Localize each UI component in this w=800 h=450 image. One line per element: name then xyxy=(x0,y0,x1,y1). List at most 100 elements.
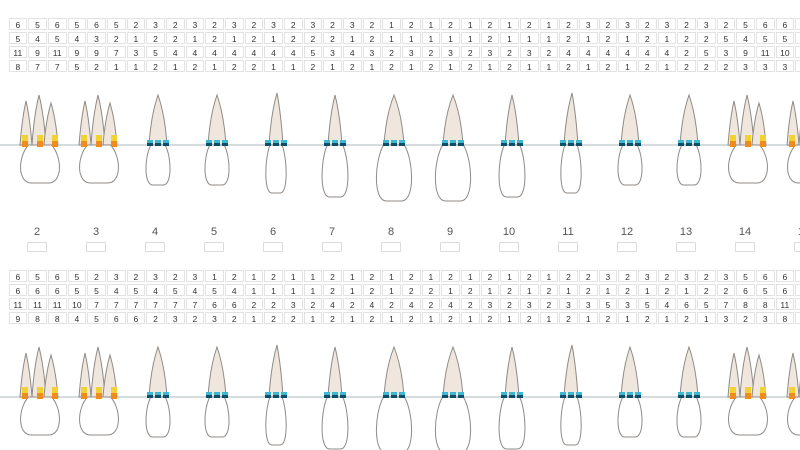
measurement-cell[interactable]: 1 xyxy=(283,270,303,282)
measurement-cell[interactable]: 3 xyxy=(716,46,736,58)
measurement-cell[interactable]: 2 xyxy=(441,312,460,324)
measurement-cell[interactable]: 3 xyxy=(519,298,539,310)
measurement-cell[interactable]: 2 xyxy=(323,270,342,282)
measurement-cell[interactable]: 2 xyxy=(303,298,323,310)
measurement-cell[interactable]: 1 xyxy=(303,284,323,296)
measurement-cell[interactable]: 1 xyxy=(441,60,460,72)
measurement-cell[interactable]: 5 xyxy=(736,18,755,30)
measurement-cell[interactable]: 8 xyxy=(736,298,755,310)
measurement-cell[interactable]: 1 xyxy=(126,60,146,72)
measurement-cell[interactable]: 1 xyxy=(657,312,677,324)
measurement-cell[interactable]: 5 xyxy=(146,46,165,58)
tooth-6[interactable] xyxy=(265,344,287,446)
measurement-cell[interactable]: 5 xyxy=(67,270,87,282)
measurement-cell[interactable]: 3 xyxy=(126,46,146,58)
tooth-3[interactable] xyxy=(78,94,119,184)
measurement-cell[interactable]: 1 xyxy=(185,32,205,44)
tooth-select-box-7[interactable] xyxy=(322,242,342,252)
measurement-cell[interactable]: 6 xyxy=(28,284,47,296)
measurement-cell[interactable]: 8 xyxy=(795,312,800,324)
measurement-cell[interactable]: 3 xyxy=(480,298,500,310)
measurement-cell[interactable]: 3 xyxy=(87,32,106,44)
measurement-cell[interactable]: 1 xyxy=(421,270,441,282)
measurement-cell[interactable]: 2 xyxy=(578,284,598,296)
tooth-8[interactable] xyxy=(375,345,413,450)
measurement-cell[interactable]: 1 xyxy=(460,270,480,282)
measurement-cell[interactable]: 9 xyxy=(736,46,755,58)
measurement-cell[interactable]: 2 xyxy=(401,18,421,30)
measurement-cell[interactable]: 2 xyxy=(264,312,283,324)
measurement-cell[interactable]: 1 xyxy=(598,284,618,296)
measurement-cell[interactable]: 5 xyxy=(67,18,87,30)
measurement-cell[interactable]: 2 xyxy=(362,284,382,296)
measurement-cell[interactable]: 3 xyxy=(264,18,283,30)
measurement-cell[interactable]: 2 xyxy=(165,32,185,44)
measurement-cell[interactable]: 7 xyxy=(716,298,736,310)
measurement-cell[interactable]: 5 xyxy=(775,32,795,44)
measurement-cell[interactable]: 2 xyxy=(126,18,146,30)
measurement-cell[interactable]: 2 xyxy=(618,270,637,282)
measurement-cell[interactable]: 5 xyxy=(795,18,800,30)
measurement-cell[interactable]: 2 xyxy=(736,312,755,324)
measurement-cell[interactable]: 4 xyxy=(657,46,677,58)
measurement-cell[interactable]: 6 xyxy=(736,284,755,296)
measurement-cell[interactable]: 2 xyxy=(362,18,382,30)
measurement-cell[interactable]: 2 xyxy=(283,18,303,30)
measurement-cell[interactable]: 3 xyxy=(775,60,795,72)
measurement-cell[interactable]: 2 xyxy=(677,60,696,72)
measurement-cell[interactable]: 3 xyxy=(106,270,126,282)
measurement-cell[interactable]: 2 xyxy=(716,60,736,72)
measurement-cell[interactable]: 1 xyxy=(342,312,362,324)
measurement-cell[interactable]: 9 xyxy=(28,46,47,58)
measurement-cell[interactable]: 2 xyxy=(264,298,283,310)
measurement-cell[interactable]: 1 xyxy=(618,312,637,324)
measurement-cell[interactable]: 2 xyxy=(539,46,559,58)
measurement-cell[interactable]: 2 xyxy=(224,60,244,72)
measurement-cell[interactable]: 2 xyxy=(598,18,618,30)
measurement-cell[interactable]: 1 xyxy=(500,18,519,30)
measurement-cell[interactable]: 2 xyxy=(500,284,519,296)
measurement-cell[interactable]: 3 xyxy=(165,312,185,324)
tooth-5[interactable] xyxy=(204,93,230,186)
measurement-cell[interactable]: 11 xyxy=(795,298,800,310)
measurement-cell[interactable]: 4 xyxy=(224,284,244,296)
measurement-cell[interactable]: 7 xyxy=(87,298,106,310)
measurement-cell[interactable]: 1 xyxy=(382,312,401,324)
measurement-cell[interactable]: 2 xyxy=(637,32,657,44)
measurement-cell[interactable]: 5 xyxy=(87,284,106,296)
measurement-cell[interactable]: 1 xyxy=(460,18,480,30)
measurement-cell[interactable]: 4 xyxy=(401,298,421,310)
measurement-cell[interactable]: 11 xyxy=(28,298,47,310)
measurement-cell[interactable]: 2 xyxy=(283,32,303,44)
measurement-cell[interactable]: 3 xyxy=(480,46,500,58)
measurement-cell[interactable]: 1 xyxy=(382,270,401,282)
measurement-cell[interactable]: 2 xyxy=(342,298,362,310)
measurement-cell[interactable]: 2 xyxy=(696,32,716,44)
measurement-cell[interactable]: 4 xyxy=(185,284,205,296)
tooth-12[interactable] xyxy=(617,345,643,438)
measurement-cell[interactable]: 2 xyxy=(559,312,578,324)
measurement-cell[interactable]: 1 xyxy=(618,60,637,72)
measurement-cell[interactable]: 5 xyxy=(8,32,28,44)
measurement-cell[interactable]: 2 xyxy=(677,46,696,58)
tooth-14[interactable] xyxy=(727,346,768,436)
measurement-cell[interactable]: 2 xyxy=(185,312,205,324)
tooth-7[interactable] xyxy=(321,346,349,450)
measurement-cell[interactable]: 1 xyxy=(539,60,559,72)
measurement-cell[interactable]: 1 xyxy=(696,312,716,324)
measurement-cell[interactable]: 6 xyxy=(224,298,244,310)
measurement-cell[interactable]: 3 xyxy=(637,270,657,282)
measurement-cell[interactable]: 2 xyxy=(795,60,800,72)
measurement-cell[interactable]: 4 xyxy=(264,46,283,58)
measurement-cell[interactable]: 2 xyxy=(559,18,578,30)
measurement-cell[interactable]: 2 xyxy=(185,60,205,72)
measurement-cell[interactable]: 3 xyxy=(146,18,165,30)
measurement-cell[interactable]: 3 xyxy=(323,46,342,58)
measurement-cell[interactable]: 1 xyxy=(264,284,283,296)
measurement-cell[interactable]: 8 xyxy=(47,312,67,324)
tooth-select-box-13[interactable] xyxy=(676,242,696,252)
measurement-cell[interactable]: 2 xyxy=(559,60,578,72)
measurement-cell[interactable]: 1 xyxy=(677,284,696,296)
measurement-cell[interactable]: 4 xyxy=(441,298,460,310)
measurement-cell[interactable]: 1 xyxy=(500,270,519,282)
